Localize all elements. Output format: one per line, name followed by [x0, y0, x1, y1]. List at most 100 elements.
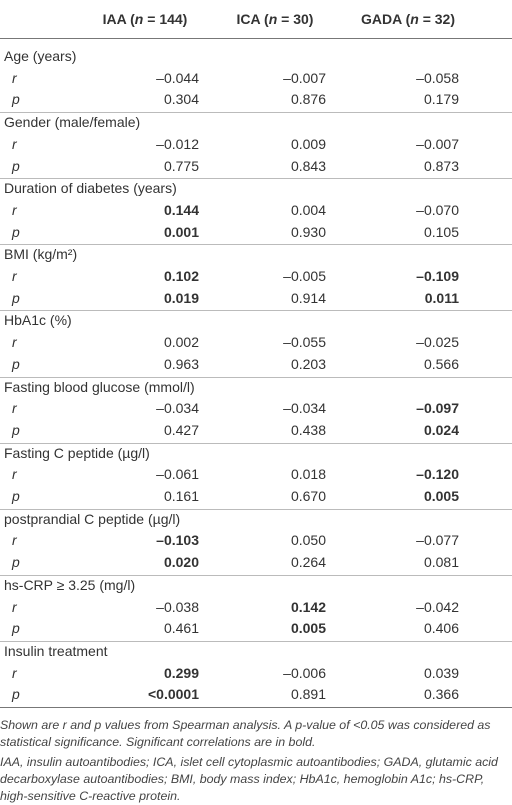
group-label: hs-CRP ≥ 3.25 (mg/l) [4, 576, 136, 593]
group-label: Fasting C peptide (µg/l) [4, 444, 150, 461]
value-cell: 0.438 [290, 421, 326, 438]
group-label: HbA1c (%) [4, 312, 72, 329]
value-cell: 0.843 [290, 157, 326, 174]
group-label: Duration of diabetes (years) [4, 180, 177, 197]
group-label: Insulin treatment [4, 642, 108, 659]
value-cell: –0.120 [416, 466, 459, 483]
group-label: BMI (kg/m²) [4, 246, 78, 263]
value-cell: 0.102 [163, 268, 199, 284]
group-rule [0, 508, 512, 510]
value-cell: –0.007 [416, 135, 459, 152]
value-cell: –0.038 [156, 598, 199, 615]
value-cell: 0.304 [163, 91, 199, 108]
value-cell: –0.055 [283, 334, 326, 351]
value-cell: –0.034 [283, 400, 326, 417]
stat-label: r [12, 400, 17, 417]
value-cell: –0.070 [416, 201, 459, 218]
value-cell: –0.034 [156, 400, 199, 417]
header-part: IAA ( [102, 11, 135, 27]
stat-label: r [12, 466, 17, 483]
stat-label: r [12, 598, 17, 615]
value-cell: 0.144 [163, 201, 199, 218]
header-rule [0, 38, 512, 39]
value-cell: 0.775 [163, 157, 199, 174]
column-header: IAA (n = 144) [65, 9, 225, 29]
header-part: GADA ( [360, 11, 411, 27]
stat-label: p [12, 488, 20, 504]
value-cell: 0.018 [290, 466, 326, 483]
stat-label: p [12, 554, 20, 571]
value-cell: –0.005 [283, 268, 326, 284]
value-cell: –0.109 [416, 268, 459, 284]
stat-label: p [12, 421, 20, 438]
value-cell: 0.203 [290, 355, 326, 372]
stat-label: r [12, 664, 17, 681]
value-cell: –0.058 [416, 69, 459, 86]
group-label: Age (years) [4, 48, 77, 64]
value-cell: –0.097 [416, 400, 459, 417]
value-cell: 0.299 [163, 664, 199, 681]
value-cell: –0.007 [283, 69, 326, 86]
footnote: Shown are r and p values from Spearman a… [0, 718, 491, 749]
header-part: = 32) [418, 11, 456, 27]
group-rule [0, 707, 512, 708]
value-cell: –0.103 [156, 532, 199, 549]
header-part: n [410, 11, 419, 27]
value-cell: 0.873 [423, 157, 459, 174]
value-cell: –0.077 [416, 532, 459, 549]
group-rule [0, 244, 512, 246]
value-cell: 0.004 [290, 201, 326, 218]
header-part: n [134, 11, 144, 27]
header-part: ICA ( [236, 11, 269, 27]
value-cell: 0.019 [163, 289, 199, 306]
page: IAA (n = 144) ICA (n = 30) GADA (n = 32) Ag… [0, 9, 512, 803]
value-cell: 0.461 [163, 620, 199, 637]
value-cell: 0.050 [290, 532, 326, 549]
value-cell: 0.009 [290, 135, 326, 152]
group-rule [0, 574, 512, 576]
value-cell: –0.006 [283, 664, 326, 681]
stat-label: r [12, 69, 17, 86]
stat-label: p [12, 223, 20, 240]
value-cell: 0.406 [423, 620, 459, 637]
stat-label: r [12, 268, 17, 284]
stat-label: p [12, 157, 20, 174]
value-cell: 0.142 [290, 598, 326, 615]
header-part: = 144) [143, 11, 188, 27]
group-label: Gender (male/female) [4, 114, 141, 131]
group-label: postprandial C peptide (µg/l) [4, 510, 181, 527]
value-cell: 0.081 [423, 554, 459, 571]
stat-label: p [12, 686, 20, 703]
column-header: ICA (n = 30) [195, 9, 355, 29]
group-rule [0, 112, 512, 114]
header-part: n [268, 11, 278, 27]
value-cell: –0.042 [416, 598, 459, 615]
value-cell: 0.366 [423, 686, 459, 703]
group-rule [0, 310, 512, 312]
value-cell: 0.930 [290, 223, 326, 240]
stat-label: p [12, 355, 20, 372]
column-header: GADA (n = 32) [328, 9, 488, 29]
header-part: = 30) [277, 11, 314, 27]
value-cell: –0.044 [156, 69, 199, 86]
value-cell: 0.914 [290, 289, 326, 306]
stat-label: r [12, 135, 17, 152]
value-cell: 0.011 [424, 289, 459, 306]
value-cell: 0.005 [290, 620, 326, 637]
value-cell: 0.427 [163, 421, 199, 438]
group-rule [0, 640, 512, 642]
stat-label: r [12, 334, 17, 351]
value-cell: 0.001 [163, 223, 199, 240]
value-cell: <0.0001 [148, 686, 199, 703]
value-cell: 0.566 [423, 355, 459, 372]
stat-label: p [12, 289, 20, 306]
value-cell: 0.670 [290, 488, 326, 504]
value-cell: 0.002 [163, 334, 199, 351]
value-cell: 0.039 [423, 664, 459, 681]
value-cell: 0.161 [163, 488, 199, 504]
stat-label: r [12, 201, 17, 218]
value-cell: –0.025 [416, 334, 459, 351]
stat-label: p [12, 91, 20, 108]
stat-label: r [12, 532, 17, 549]
value-cell: 0.020 [163, 554, 199, 571]
